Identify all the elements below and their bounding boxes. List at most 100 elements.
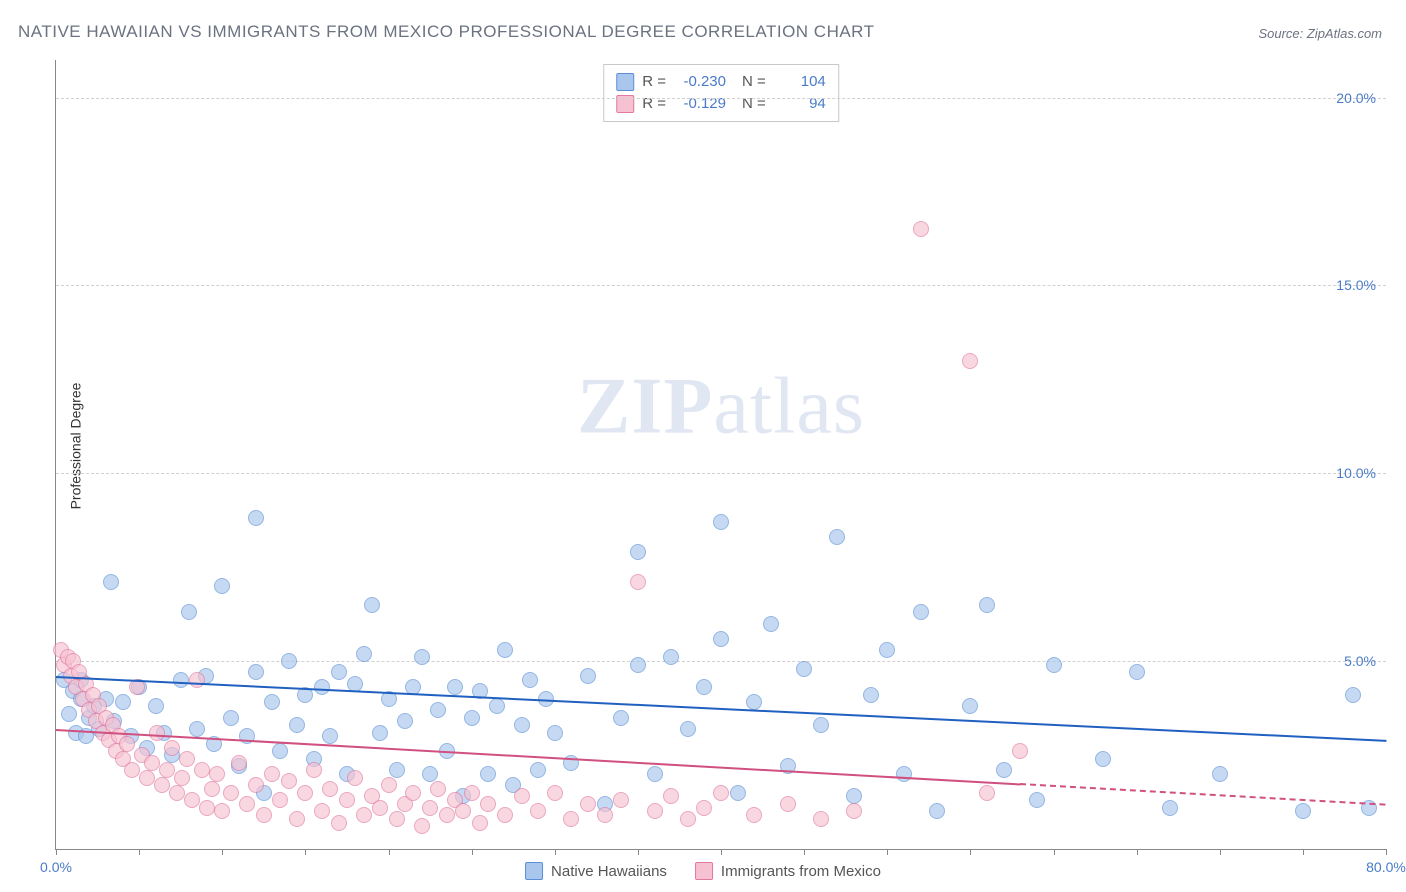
legend: Native Hawaiians Immigrants from Mexico <box>525 862 881 880</box>
data-point <box>547 785 563 801</box>
x-tick <box>139 849 140 855</box>
data-point <box>780 796 796 812</box>
data-point <box>1012 743 1028 759</box>
data-point <box>264 766 280 782</box>
data-point <box>630 657 646 673</box>
data-point <box>580 796 596 812</box>
data-point <box>464 785 480 801</box>
gridline <box>56 473 1386 474</box>
stats-r-value: -0.230 <box>674 71 726 93</box>
data-point <box>613 792 629 808</box>
data-point <box>430 702 446 718</box>
x-tick <box>222 849 223 855</box>
data-point <box>381 777 397 793</box>
data-point <box>139 770 155 786</box>
data-point <box>813 717 829 733</box>
data-point <box>189 721 205 737</box>
data-point <box>364 597 380 613</box>
data-point <box>248 510 264 526</box>
data-point <box>199 800 215 816</box>
data-point <box>339 792 355 808</box>
data-point <box>115 694 131 710</box>
data-point <box>256 807 272 823</box>
data-point <box>439 807 455 823</box>
data-point <box>647 766 663 782</box>
x-tick <box>1303 849 1304 855</box>
data-point <box>455 803 471 819</box>
data-point <box>489 698 505 714</box>
data-point <box>663 649 679 665</box>
data-point <box>214 803 230 819</box>
x-tick <box>1054 849 1055 855</box>
x-tick <box>555 849 556 855</box>
data-point <box>306 762 322 778</box>
data-point <box>1162 800 1178 816</box>
data-point <box>347 770 363 786</box>
legend-swatch <box>525 862 543 880</box>
data-point <box>148 698 164 714</box>
data-point <box>430 781 446 797</box>
data-point <box>264 694 280 710</box>
data-point <box>173 672 189 688</box>
x-tick <box>721 849 722 855</box>
data-point <box>281 773 297 789</box>
data-point <box>647 803 663 819</box>
data-point <box>597 807 613 823</box>
data-point <box>929 803 945 819</box>
data-point <box>248 777 264 793</box>
data-point <box>356 646 372 662</box>
legend-label: Native Hawaiians <box>551 863 667 880</box>
data-point <box>813 811 829 827</box>
data-point <box>680 721 696 737</box>
data-point <box>239 796 255 812</box>
data-point <box>829 529 845 545</box>
data-point <box>763 616 779 632</box>
data-point <box>979 785 995 801</box>
data-point <box>746 694 762 710</box>
data-point <box>372 725 388 741</box>
data-point <box>389 811 405 827</box>
legend-label: Immigrants from Mexico <box>721 863 881 880</box>
watermark-atlas: atlas <box>713 363 865 451</box>
data-point <box>979 597 995 613</box>
data-point <box>214 578 230 594</box>
data-point <box>447 679 463 695</box>
data-point <box>1295 803 1311 819</box>
data-point <box>314 803 330 819</box>
data-point <box>863 687 879 703</box>
data-point <box>331 664 347 680</box>
data-point <box>103 574 119 590</box>
data-point <box>414 649 430 665</box>
data-point <box>372 800 388 816</box>
x-tick-label: 80.0% <box>1366 859 1406 875</box>
data-point <box>746 807 762 823</box>
data-point <box>248 664 264 680</box>
data-point <box>144 755 160 771</box>
data-point <box>1029 792 1045 808</box>
data-point <box>149 725 165 741</box>
data-point <box>405 785 421 801</box>
data-point <box>962 698 978 714</box>
x-tick <box>638 849 639 855</box>
data-point <box>913 221 929 237</box>
stats-n-label: N = <box>742 71 766 93</box>
stats-r-label: R = <box>642 93 666 115</box>
data-point <box>289 717 305 733</box>
data-point <box>289 811 305 827</box>
x-tick <box>389 849 390 855</box>
data-point <box>547 725 563 741</box>
data-point <box>223 710 239 726</box>
data-point <box>879 642 895 658</box>
data-point <box>1095 751 1111 767</box>
data-point <box>472 815 488 831</box>
data-point <box>389 762 405 778</box>
gridline <box>56 285 1386 286</box>
source-attribution: Source: ZipAtlas.com <box>1258 26 1382 41</box>
data-point <box>331 815 347 831</box>
stats-row: R =-0.129N =94 <box>616 93 826 115</box>
data-point <box>696 679 712 695</box>
data-point <box>796 661 812 677</box>
data-point <box>322 781 338 797</box>
data-point <box>713 785 729 801</box>
data-point <box>464 710 480 726</box>
